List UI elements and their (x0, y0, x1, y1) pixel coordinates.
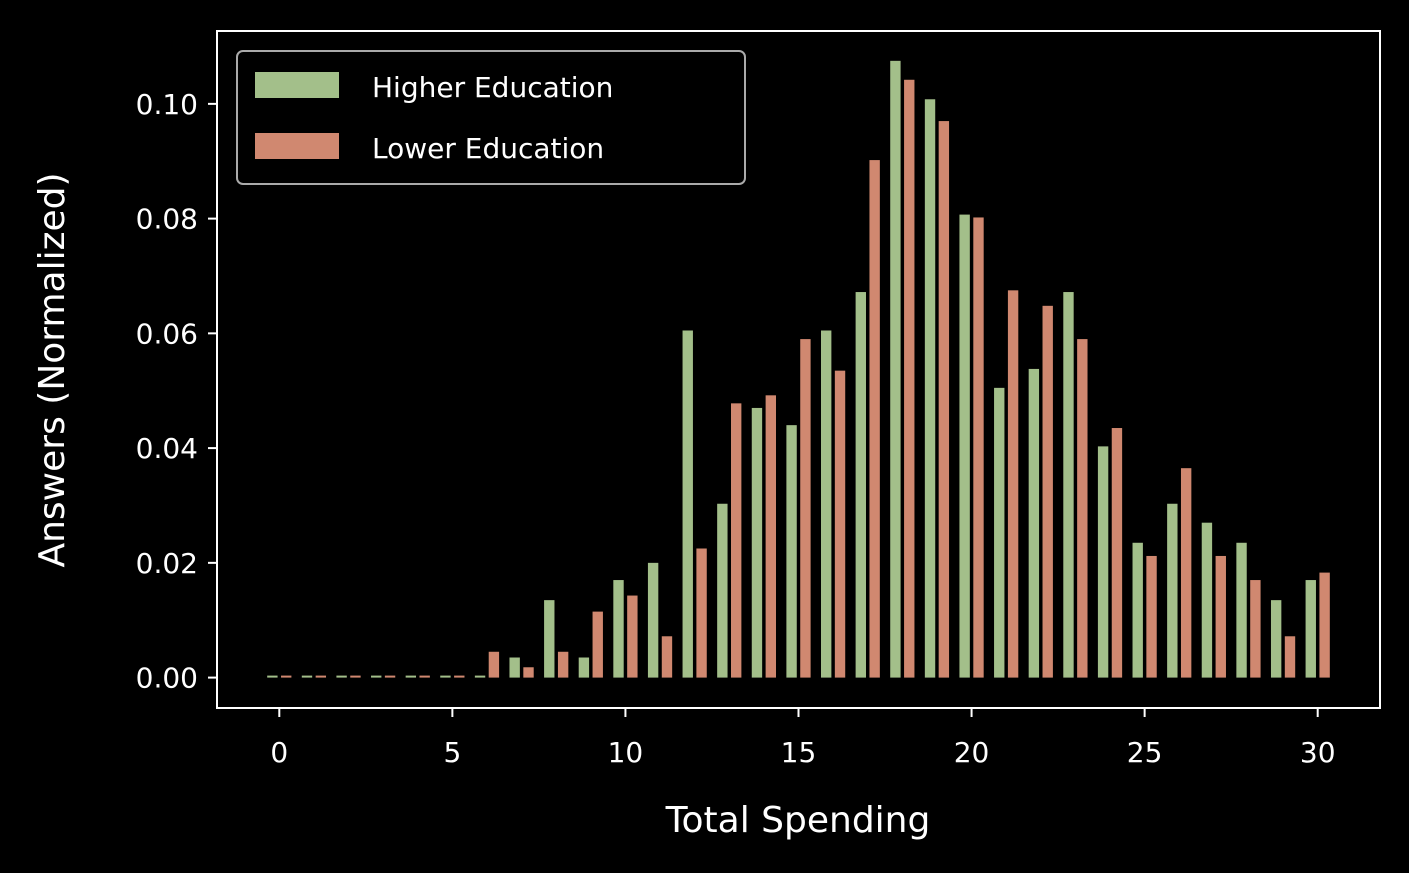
bar-higher-education-3 (371, 675, 382, 678)
bars-group (267, 60, 1330, 678)
x-tick-label: 0 (270, 736, 288, 769)
bar-lower-education-18 (904, 79, 915, 678)
bar-higher-education-14 (751, 407, 763, 678)
x-tick-label: 30 (1300, 736, 1336, 769)
bar-lower-education-16 (834, 370, 846, 678)
bar-higher-education-16 (821, 330, 832, 678)
x-tick-label: 25 (1127, 736, 1163, 769)
bar-lower-education-0 (281, 675, 292, 678)
bar-lower-education-3 (384, 675, 396, 678)
bar-higher-education-0 (267, 675, 278, 678)
bar-higher-education-25 (1132, 542, 1143, 678)
y-tick-label: 0.02 (136, 547, 198, 580)
bar-higher-education-18 (890, 60, 901, 678)
y-tick-label: 0.08 (136, 203, 198, 236)
bar-higher-education-27 (1201, 522, 1213, 678)
x-axis-ticks: 0 5 10 15 20 25 30 (270, 708, 1336, 769)
bar-lower-education-29 (1284, 636, 1296, 678)
bar-higher-education-24 (1097, 446, 1109, 678)
bar-higher-education-13 (717, 503, 728, 678)
bar-higher-education-1 (301, 675, 313, 678)
bar-lower-education-20 (973, 217, 984, 678)
bar-higher-education-9 (578, 657, 590, 678)
y-tick-label: 0.10 (136, 88, 198, 121)
bar-higher-education-15 (786, 425, 797, 678)
bar-lower-education-6 (488, 651, 500, 678)
bar-lower-education-21 (1007, 290, 1019, 678)
bar-lower-education-15 (800, 339, 811, 678)
bar-higher-education-6 (474, 675, 486, 678)
bar-lower-education-25 (1146, 555, 1157, 678)
bar-lower-education-24 (1111, 428, 1123, 678)
x-axis-label: Total Spending (665, 800, 931, 841)
x-tick-label: 15 (781, 736, 817, 769)
bar-lower-education-19 (938, 121, 950, 678)
legend-label-lower-education: Lower Education (372, 132, 604, 165)
bar-higher-education-28 (1236, 542, 1247, 678)
y-axis-label: Answers (Normalized) (32, 172, 73, 567)
legend-label-higher-education: Higher Education (372, 71, 613, 104)
bar-lower-education-23 (1077, 339, 1088, 678)
bar-higher-education-11 (647, 562, 659, 678)
y-tick-label: 0.06 (136, 317, 198, 350)
bar-higher-education-20 (959, 214, 970, 678)
bar-lower-education-13 (731, 403, 742, 678)
bar-lower-education-4 (419, 675, 430, 678)
bar-higher-education-19 (924, 99, 936, 678)
bar-higher-education-12 (682, 330, 693, 678)
x-tick-label: 5 (443, 736, 461, 769)
bar-higher-education-29 (1270, 600, 1282, 678)
bar-higher-education-17 (855, 292, 866, 678)
legend-swatch-higher-education (255, 72, 339, 98)
bar-higher-education-21 (994, 387, 1005, 678)
bar-lower-education-17 (869, 160, 880, 678)
bar-higher-education-2 (336, 675, 347, 678)
bar-lower-education-1 (315, 675, 327, 678)
y-axis-ticks: 0.00 0.02 0.04 0.06 0.08 0.10 (136, 88, 217, 695)
bar-lower-education-9 (592, 611, 603, 678)
legend-swatch-lower-education (255, 133, 339, 159)
bar-higher-education-4 (405, 675, 417, 678)
bar-higher-education-30 (1305, 580, 1316, 678)
x-tick-label: 10 (608, 736, 644, 769)
bar-higher-education-8 (544, 600, 555, 678)
bar-lower-education-30 (1319, 572, 1330, 678)
bar-higher-education-23 (1063, 292, 1074, 678)
bar-higher-education-26 (1167, 503, 1178, 678)
bar-higher-education-7 (509, 657, 520, 678)
bar-lower-education-28 (1250, 580, 1261, 678)
bar-lower-education-10 (627, 595, 638, 678)
x-tick-label: 20 (954, 736, 990, 769)
y-tick-label: 0.04 (136, 432, 198, 465)
bar-lower-education-14 (765, 395, 776, 678)
bar-lower-education-22 (1042, 305, 1053, 678)
bar-lower-education-27 (1215, 555, 1226, 678)
bar-higher-education-10 (613, 580, 624, 678)
bar-lower-education-8 (557, 651, 569, 678)
bar-lower-education-2 (350, 675, 361, 678)
bar-lower-education-11 (661, 636, 673, 678)
legend: Higher Education Lower Education (236, 50, 746, 185)
y-tick-label: 0.00 (136, 662, 198, 695)
bar-lower-education-5 (454, 675, 465, 678)
bar-lower-education-7 (523, 667, 534, 678)
bar-lower-education-12 (696, 548, 707, 678)
legend-frame (236, 50, 746, 185)
bar-higher-education-22 (1028, 368, 1040, 678)
bar-lower-education-26 (1180, 468, 1192, 678)
bar-higher-education-5 (440, 675, 451, 678)
